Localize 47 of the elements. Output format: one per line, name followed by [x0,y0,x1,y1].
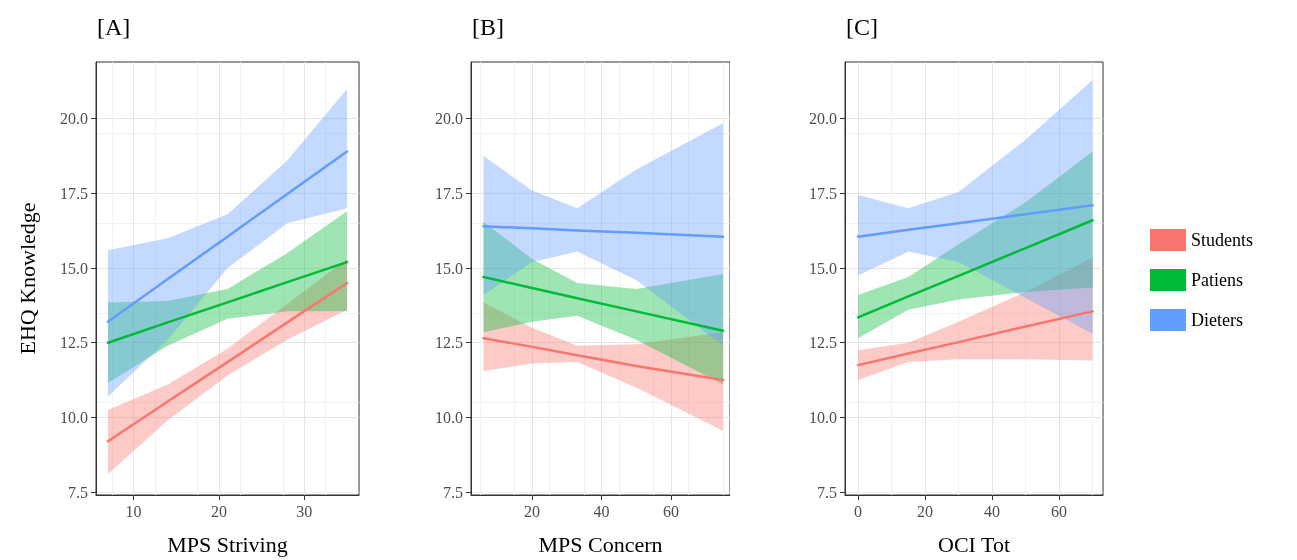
y-tick-label: 17.5 [809,184,837,202]
y-tick-label: 7.5 [443,483,463,501]
y-tick-label: 15.0 [435,259,463,277]
legend-label: Patiens [1191,270,1243,290]
y-tick-label: 17.5 [60,184,88,202]
y-axis-title: EHQ Knowledge [14,202,40,355]
line-series [856,219,1094,319]
line-series [106,281,349,443]
y-tick-label: 10.0 [60,408,88,426]
x-tick-label: 30 [296,502,313,520]
x-tick-label: 40 [593,502,610,520]
x-axis-title: OCI Tot [937,531,1011,557]
y-tick-label: 12.5 [435,334,463,352]
line-series [856,204,1094,238]
line-series [106,150,349,324]
chart-title: [C] [846,14,878,40]
y-tick-label: 20.0 [435,110,463,128]
y-tick-label: 10.0 [435,408,463,426]
x-tick-label: 60 [1051,502,1068,520]
y-tick-label: 7.5 [68,483,88,501]
line-series [106,260,349,344]
line-series [482,224,725,238]
x-tick-label: 20 [524,502,541,520]
chart-title: [A] [97,14,131,40]
y-tick-label: 15.0 [809,259,837,277]
y-tick-label: 10.0 [809,408,837,426]
x-tick-label: 60 [662,502,679,520]
legend-label: Students [1191,230,1254,250]
line-series [482,275,725,333]
y-tick-label: 7.5 [817,483,837,501]
y-tick-label: 20.0 [60,110,88,128]
x-tick-label: 20 [210,502,227,520]
x-tick-label: 0 [854,502,863,520]
line-series [856,310,1094,367]
x-tick-label: 20 [917,502,934,520]
x-axis-title: MPS Striving [167,531,288,557]
y-tick-label: 17.5 [435,184,463,202]
y-tick-label: 20.0 [809,110,837,128]
x-tick-label: 10 [125,502,142,520]
y-tick-label: 12.5 [60,334,88,352]
x-axis-title: MPS Concern [538,531,663,557]
y-tick-label: 12.5 [809,334,837,352]
x-tick-label: 40 [984,502,1001,520]
line-series [482,336,725,382]
legend-label: Dieters [1191,310,1243,330]
chart-title: [B] [472,14,504,40]
y-tick-label: 15.0 [60,259,88,277]
